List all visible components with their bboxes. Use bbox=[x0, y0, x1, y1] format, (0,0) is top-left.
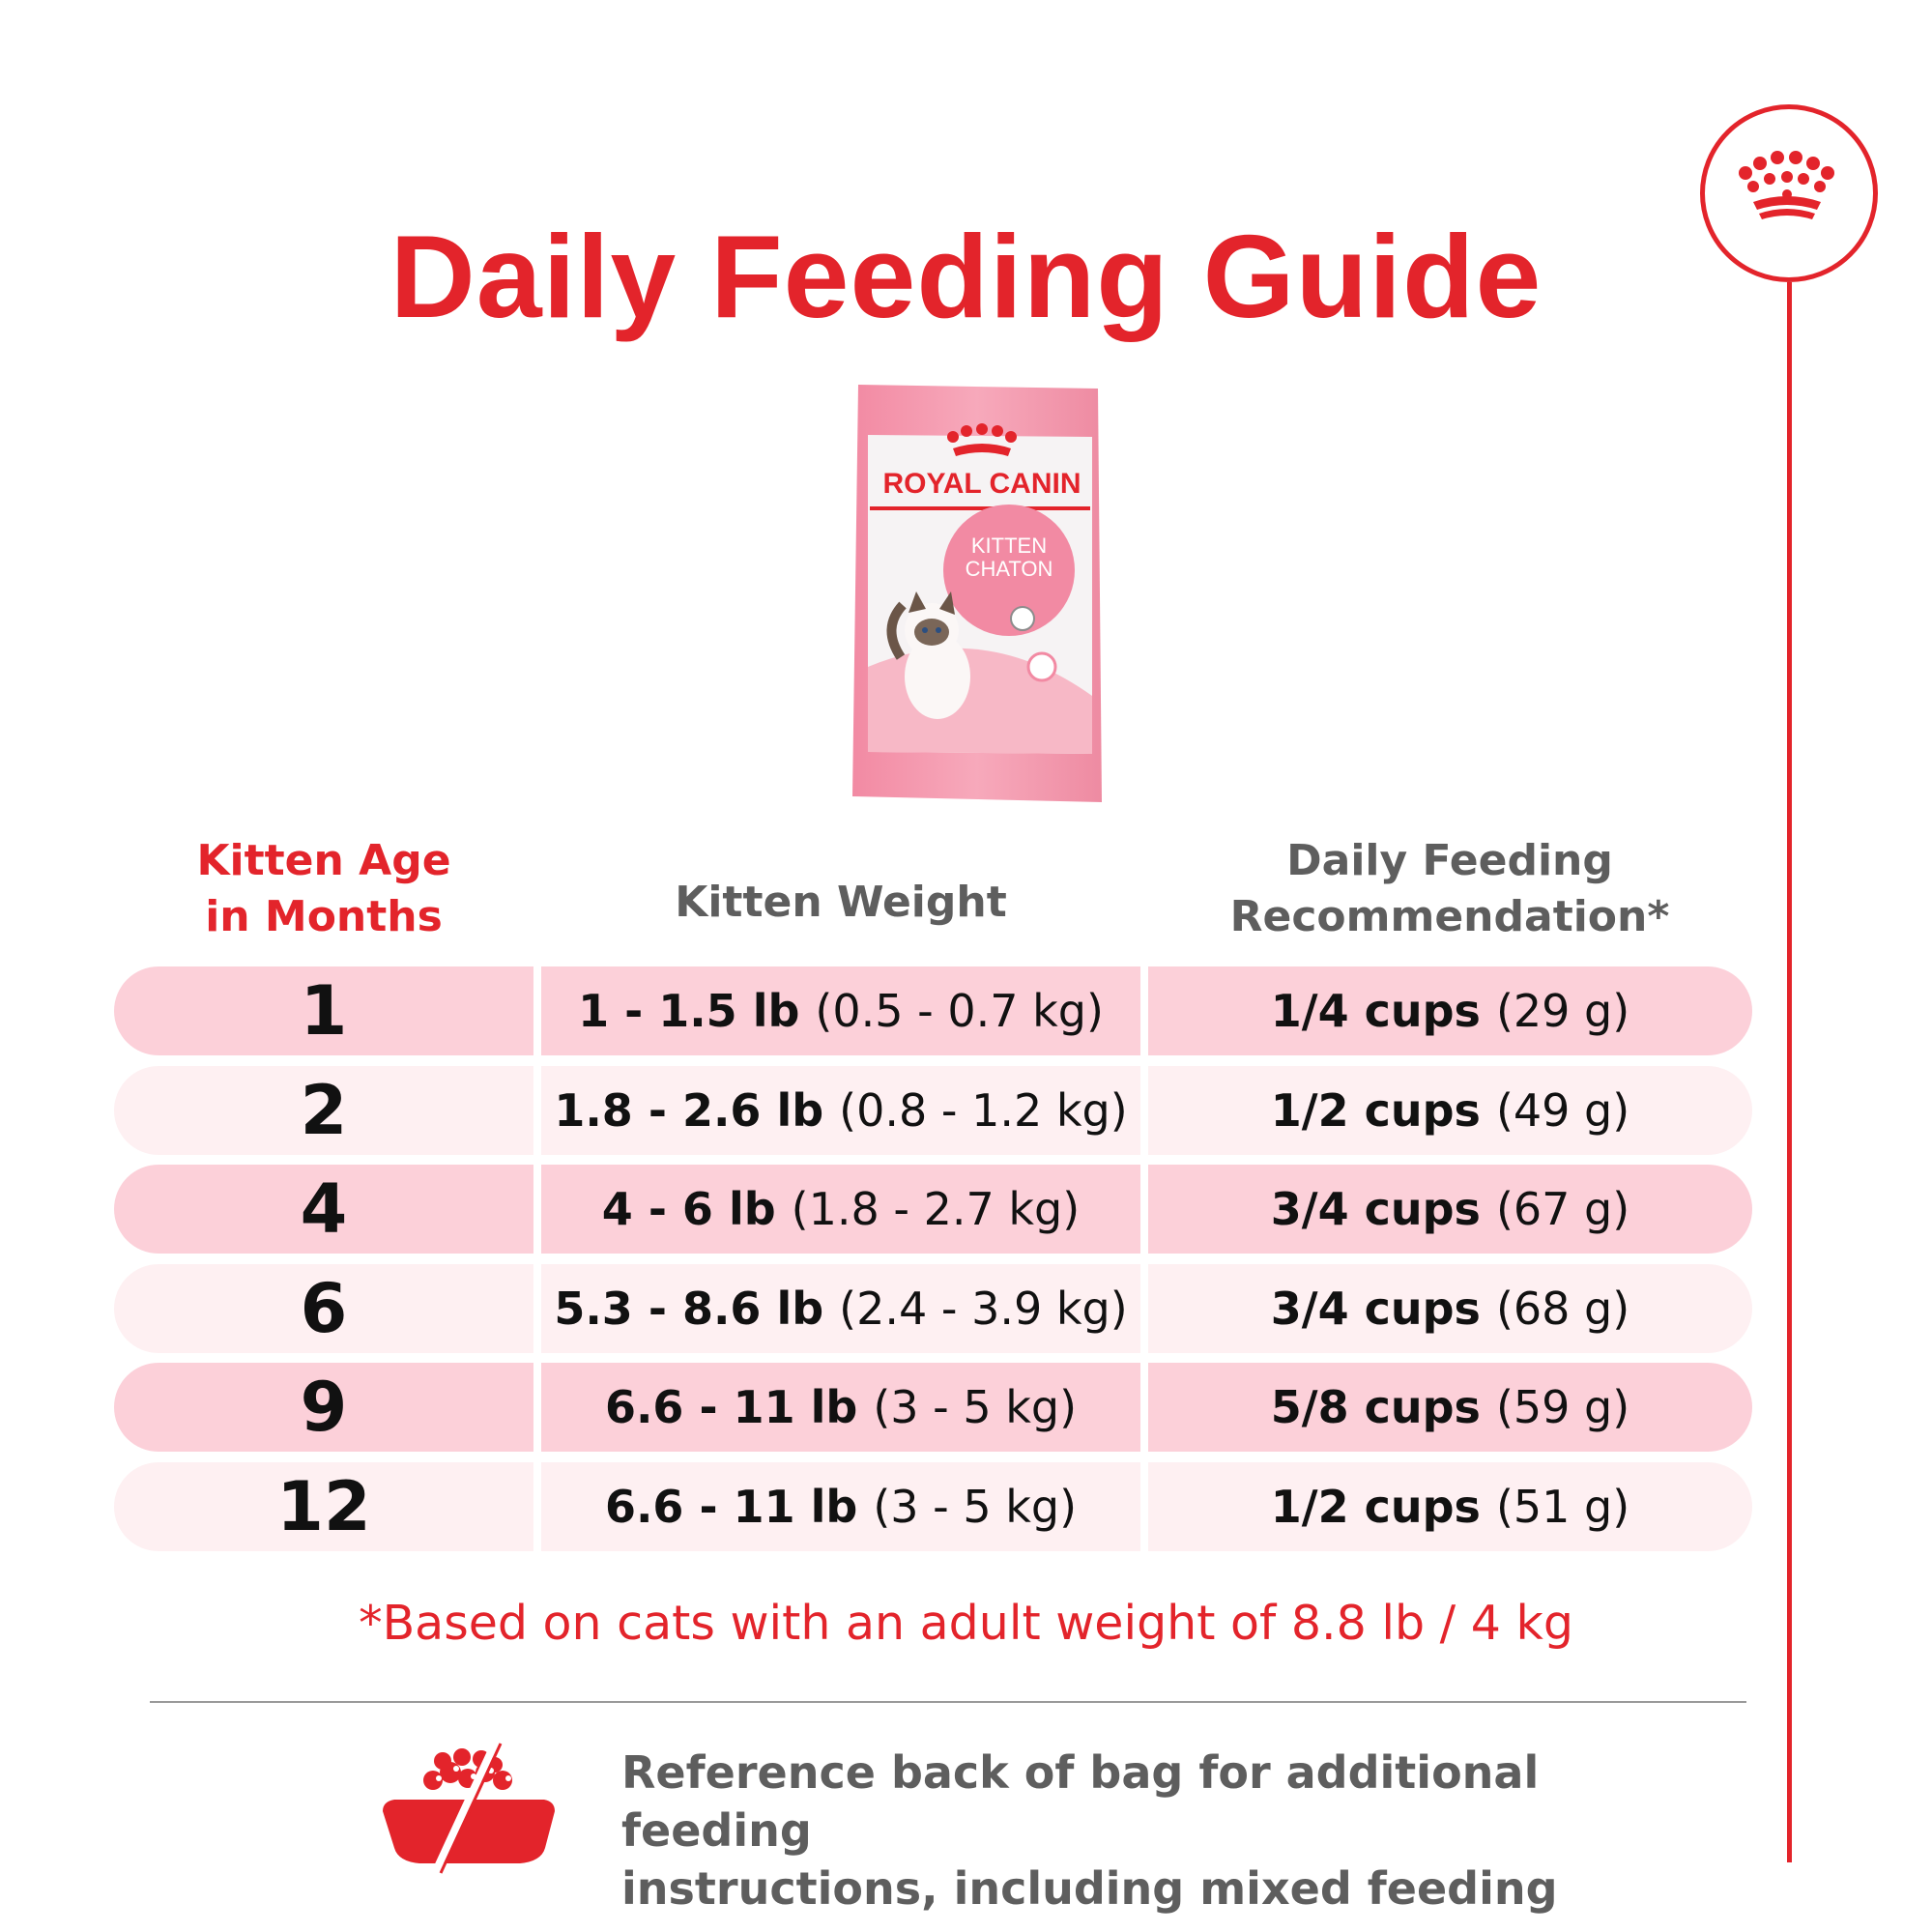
table-row: 9 6.6 - 11 lb (3 - 5 kg) 5/8 cups (59 g) bbox=[114, 1363, 1752, 1452]
feeding-cell: 1/4 cups (29 g) bbox=[1148, 966, 1752, 1055]
feeding-cell: 1/2 cups (51 g) bbox=[1148, 1462, 1752, 1551]
table-row: 2 1.8 - 2.6 lb (0.8 - 1.2 kg) 1/2 cups (… bbox=[114, 1066, 1752, 1155]
weight-cell: 1 - 1.5 lb (0.5 - 0.7 kg) bbox=[541, 966, 1140, 1055]
feeding-cell: 3/4 cups (68 g) bbox=[1148, 1264, 1752, 1353]
bag-product-line1: KITTEN bbox=[971, 533, 1047, 558]
table-row: 12 6.6 - 11 lb (3 - 5 kg) 1/2 cups (51 g… bbox=[114, 1462, 1752, 1551]
brand-divider-line bbox=[1787, 282, 1792, 1862]
crown-logo-icon bbox=[1700, 104, 1878, 282]
page-title: Daily Feeding Guide bbox=[389, 211, 1543, 342]
weight-cell: 1.8 - 2.6 lb (0.8 - 1.2 kg) bbox=[541, 1066, 1140, 1155]
bag-product-line2: CHATON bbox=[966, 557, 1053, 581]
table-row: 1 1 - 1.5 lb (0.5 - 0.7 kg) 1/4 cups (29… bbox=[114, 966, 1752, 1055]
table-row: 6 5.3 - 8.6 lb (2.4 - 3.9 kg) 3/4 cups (… bbox=[114, 1264, 1752, 1353]
header-kitten-weight: Kitten Weight bbox=[675, 878, 1007, 927]
divider bbox=[150, 1701, 1746, 1703]
header-kitten-age: Kitten Age in Months bbox=[196, 836, 451, 941]
age-cell: 4 bbox=[114, 1165, 533, 1254]
table-row: 4 4 - 6 lb (1.8 - 2.7 kg) 3/4 cups (67 g… bbox=[114, 1165, 1752, 1254]
weight-cell: 4 - 6 lb (1.8 - 2.7 kg) bbox=[541, 1165, 1140, 1254]
feeding-cell: 3/4 cups (67 g) bbox=[1148, 1165, 1752, 1254]
weight-cell: 6.6 - 11 lb (3 - 5 kg) bbox=[541, 1363, 1140, 1452]
food-bowl-icon bbox=[375, 1740, 563, 1875]
feeding-note: Reference back of bag for additional fee… bbox=[621, 1746, 1558, 1915]
feeding-cell: 1/2 cups (49 g) bbox=[1148, 1066, 1752, 1155]
feeding-cell: 5/8 cups (59 g) bbox=[1148, 1363, 1752, 1452]
weight-cell: 5.3 - 8.6 lb (2.4 - 3.9 kg) bbox=[541, 1264, 1140, 1353]
age-cell: 12 bbox=[114, 1462, 533, 1551]
age-cell: 6 bbox=[114, 1264, 533, 1353]
footnote: *Based on cats with an adult weight of 8… bbox=[359, 1596, 1573, 1651]
bag-brand-text: ROYAL CANIN bbox=[882, 468, 1081, 500]
product-bag-image: ROYAL CANIN KITTEN CHATON bbox=[839, 377, 1117, 812]
age-cell: 1 bbox=[114, 966, 533, 1055]
age-cell: 2 bbox=[114, 1066, 533, 1155]
age-cell: 9 bbox=[114, 1363, 533, 1452]
weight-cell: 6.6 - 11 lb (3 - 5 kg) bbox=[541, 1462, 1140, 1551]
header-daily-feeding: Daily Feeding Recommendation* bbox=[1229, 836, 1670, 941]
